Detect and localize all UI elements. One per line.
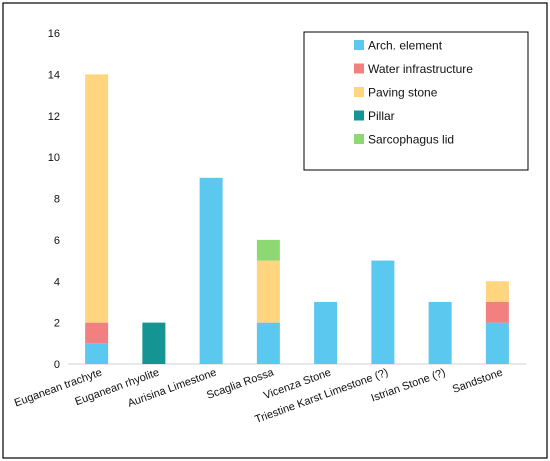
y-tick-label: 4	[54, 276, 60, 288]
bars-group	[85, 74, 509, 364]
legend-label: Water infrastructure	[368, 62, 473, 76]
y-tick-label: 2	[54, 318, 60, 330]
legend-label: Sarcophagus lid	[368, 133, 454, 147]
bar-segment	[314, 301, 338, 364]
legend-swatch	[354, 63, 364, 74]
bar-segment	[256, 322, 280, 364]
y-tick-label: 16	[48, 28, 60, 40]
legend: Arch. element Water infrastructure Paving …	[303, 31, 529, 171]
y-tick-label: 0	[54, 359, 60, 371]
bar-segment	[428, 301, 452, 364]
bar-segment	[85, 343, 109, 364]
bar-segment	[485, 281, 509, 302]
legend-label: Pillar	[368, 109, 395, 123]
legend-box	[303, 31, 529, 171]
y-tick-label: 14	[48, 69, 60, 81]
y-tick-label: 10	[48, 152, 60, 164]
bar-segment	[371, 260, 395, 364]
y-tick-label: 6	[54, 235, 60, 247]
y-axis-ticks: 0 2 4 6 8 10 12 14 16	[48, 28, 60, 371]
bar-segment	[199, 177, 223, 364]
bar-segment	[142, 322, 166, 364]
legend-label: Paving stone	[368, 86, 438, 100]
bar-segment	[485, 301, 509, 323]
legend-label: Arch. element	[368, 39, 443, 53]
y-tick-label: 8	[54, 194, 60, 206]
legend-swatch	[354, 110, 364, 121]
bar-segment	[85, 74, 109, 323]
bar-segment	[85, 322, 109, 344]
bar-segment	[256, 239, 280, 261]
bar-segment	[256, 260, 280, 323]
legend-swatch	[354, 87, 364, 97]
bar-segment	[485, 322, 509, 364]
y-tick-label: 12	[48, 111, 60, 123]
legend-swatch	[354, 134, 364, 144]
legend-swatch	[354, 40, 364, 50]
